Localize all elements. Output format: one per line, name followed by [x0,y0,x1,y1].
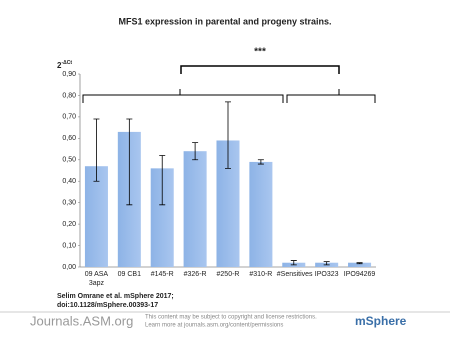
source: Selim Omrane et al. mSphere 2017; [57,293,174,300]
y-label-base: 2 [57,61,62,70]
footer-site: Journals.ASM.org [30,313,133,328]
error-bar [159,155,166,206]
error-bar [356,262,363,265]
error-bar [192,142,199,161]
bracket [82,89,284,103]
significance: *** [254,47,266,58]
error-bar [290,260,297,266]
y-tick-label: 0,60 [62,135,76,142]
chart-title: MFS1 expression in parental and progeny … [118,16,331,26]
bracket [180,65,340,74]
y-axis-label: 2-ΔCt [57,60,72,70]
bar [150,168,174,267]
error-bar [93,118,100,182]
y-tick-label: 0,30 [62,200,76,207]
x-tick-label: IPO323 [314,271,339,278]
x-tick-label: #250-R [216,271,240,278]
y-tick-label: 0,50 [62,157,76,164]
x-tick-label: 09 CB1 [117,271,141,278]
error-bar [257,159,264,165]
error-bar [225,101,231,169]
x-tick-label: IPO94269 [343,271,376,278]
x-tick-label: #310-R [249,271,273,278]
bracket [286,89,376,103]
x-tick-label: #326-R [183,271,207,278]
x-tick-label: #145-R [150,271,174,278]
bar [183,151,207,267]
x-tick-label: 09 ASA 3apz [84,271,109,287]
y-tick-label: 0,10 [62,242,76,249]
y-tick-label: 0,00 [62,264,76,271]
y-label-sup: -ΔCt [61,60,72,66]
source: doi:10.1128/mSphere.00393-17 [57,302,158,309]
error-bar [323,261,330,266]
bar [84,166,108,267]
x-tick-label: #Sensitives [276,271,313,278]
error-bar [126,118,133,206]
y-tick-label: 0,90 [62,71,76,78]
footer-notice: Learn more at journals.asm.org/content/p… [145,323,283,329]
bar [249,161,273,267]
footer-journal: mSphere [355,314,407,328]
bar [348,262,372,267]
y-tick-label: 0,40 [62,178,76,185]
bar [216,140,240,267]
footer-notice: This content may be subject to copyright… [145,315,317,321]
y-tick-label: 0,80 [62,92,76,99]
y-tick-label: 0,70 [62,114,76,121]
y-tick-label: 0,20 [62,221,76,228]
